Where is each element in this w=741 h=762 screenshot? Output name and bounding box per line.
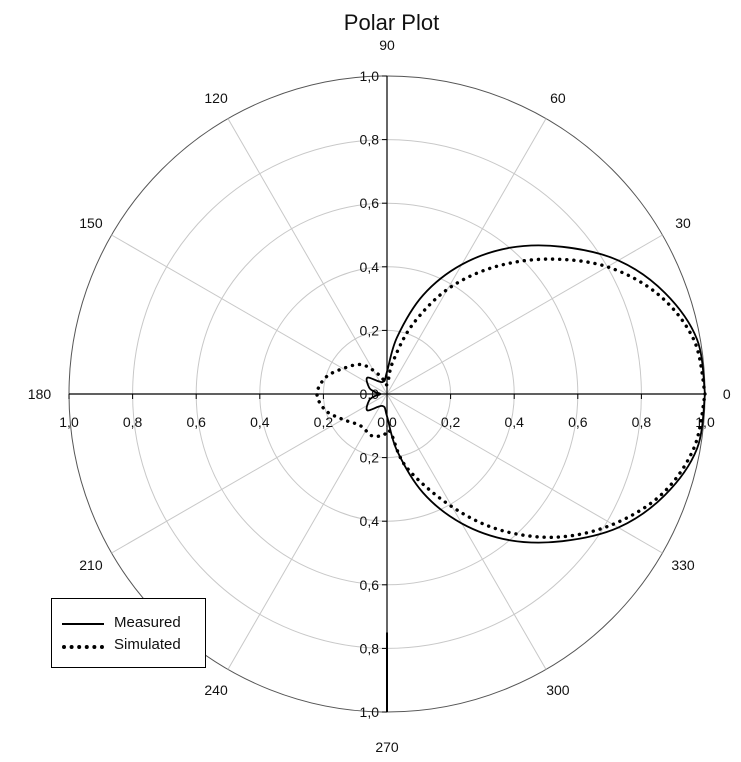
grid-spoke: [111, 393, 388, 554]
r-tick-label: 1,0: [360, 704, 380, 720]
grid-spoke: [386, 234, 663, 395]
angle-tick-label: 90: [379, 37, 395, 53]
angle-tick-label: 150: [79, 215, 103, 231]
legend-label-simulated: Simulated: [114, 636, 181, 653]
r-tick-label: 0,0: [377, 414, 397, 430]
r-tick-label: 0,6: [360, 195, 380, 211]
chart-title: Polar Plot: [343, 10, 440, 35]
series-line-measured: [365, 244, 706, 544]
grid-spoke: [227, 393, 388, 670]
angle-tick-label: 0: [723, 386, 731, 402]
legend-item-measured: Measured: [52, 613, 205, 633]
legend-item-simulated: Simulated: [52, 635, 205, 655]
r-tick-label: 0,2: [360, 450, 380, 466]
angle-tick-label: 330: [671, 557, 695, 573]
r-tick-label: 0,8: [360, 640, 380, 656]
legend: Measured Simulated: [51, 598, 206, 668]
angle-tick-label: 30: [675, 215, 691, 231]
r-tick-label: 0,2: [360, 322, 380, 338]
angle-tick-label: 60: [550, 90, 566, 106]
grid-spoke: [111, 234, 388, 395]
r-tick-label: 1,0: [59, 414, 79, 430]
series-line-simulated: [315, 257, 707, 540]
r-tick-label: 0,4: [360, 259, 380, 275]
r-tick-label: 0,2: [314, 414, 334, 430]
grid-spoke: [386, 393, 663, 554]
r-tick-label: 0,6: [186, 414, 206, 430]
r-tick-label: 0,8: [632, 414, 652, 430]
r-tick-label: 0,6: [568, 414, 588, 430]
r-tick-label: 0,8: [123, 414, 143, 430]
grid-spoke: [386, 393, 547, 670]
grid-spoke: [386, 118, 547, 395]
r-tick-label: 0,8: [360, 132, 380, 148]
r-tick-label: 0,6: [360, 577, 380, 593]
grid-spoke: [227, 118, 388, 395]
r-tick-label: 0,4: [250, 414, 270, 430]
r-tick-label: 0,2: [441, 414, 461, 430]
legend-label-measured: Measured: [114, 614, 181, 631]
angle-tick-label: 240: [204, 682, 228, 698]
r-tick-label: 1,0: [360, 68, 380, 84]
angle-tick-label: 300: [546, 682, 570, 698]
legend-swatch-measured: [62, 623, 104, 625]
r-tick-label: 0,0: [360, 386, 380, 402]
angle-tick-label: 210: [79, 557, 103, 573]
angle-tick-label: 120: [204, 90, 228, 106]
r-tick-label: 0,4: [504, 414, 524, 430]
angle-tick-label: 270: [375, 739, 399, 755]
legend-swatch-simulated: [62, 645, 104, 649]
r-tick-label: 0,4: [360, 513, 380, 529]
angle-tick-label: 180: [28, 386, 52, 402]
